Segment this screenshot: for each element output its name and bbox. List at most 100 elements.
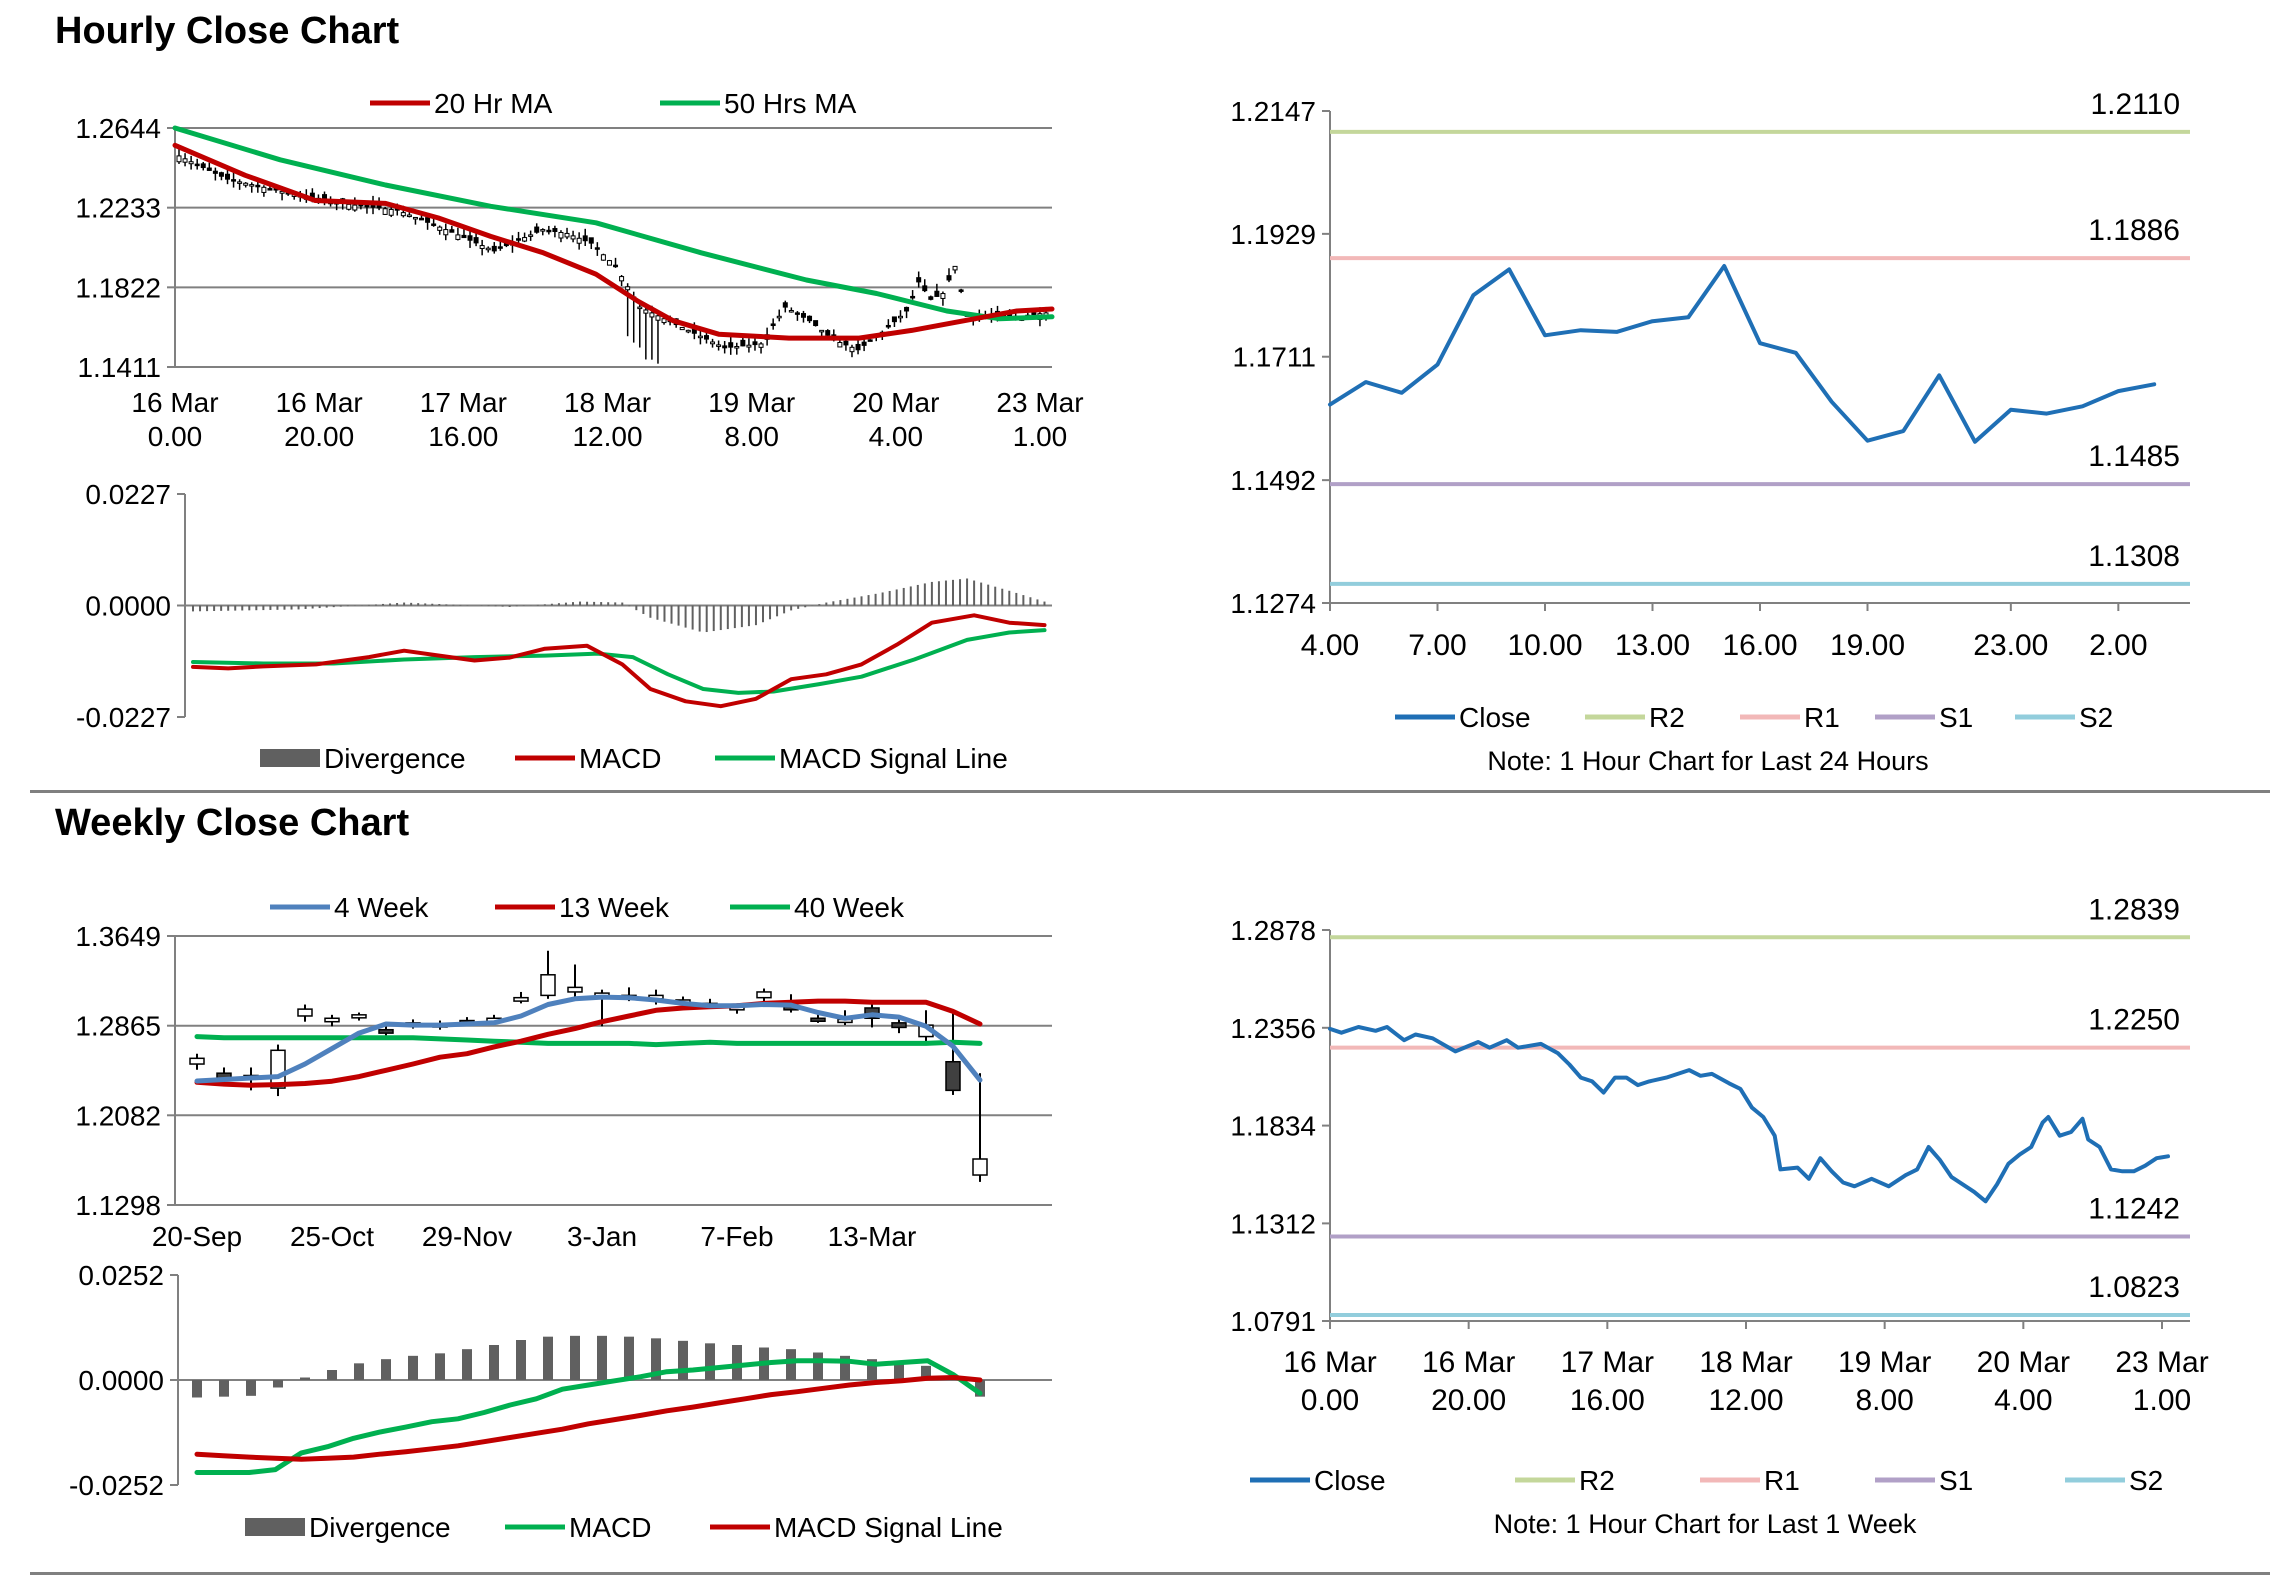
hourly-candle xyxy=(491,245,497,252)
hourly-candle xyxy=(897,315,903,319)
hourly-candle xyxy=(419,217,425,221)
hourly-candle xyxy=(928,296,934,300)
hourly-candle xyxy=(267,188,273,191)
hourly-candle xyxy=(576,237,582,244)
hourly-candle xyxy=(703,335,709,340)
hourly-candle xyxy=(570,235,576,240)
hourly-price-x-tick: 18 Mar 12.00 xyxy=(564,387,651,452)
weekly-divergence-bar xyxy=(408,1355,418,1380)
hourly-50hr-ma-line xyxy=(172,125,1055,322)
legend-hourly-24h-s2: S2 xyxy=(2079,702,2113,733)
hourly-candle xyxy=(582,235,588,242)
weekly-divergence-bar xyxy=(705,1343,715,1380)
hourly-candle xyxy=(655,315,661,321)
hourly-candle xyxy=(200,163,206,169)
hourly-24h-x-tick: 16.00 xyxy=(1722,629,1797,662)
hourly-candle xyxy=(746,344,752,348)
weekly-1w-x-tick: 23 Mar 1.00 xyxy=(2115,1346,2208,1417)
hourly-candle xyxy=(910,295,916,299)
hourly-candle xyxy=(740,339,746,347)
hourly-price-y-tick: 1.2233 xyxy=(75,193,161,224)
legend-4-week: 4 Week xyxy=(334,892,429,923)
legend-weekly-divergence-swatch xyxy=(245,1518,305,1536)
hourly-24h-x-tick: 7.00 xyxy=(1408,629,1466,662)
hourly-24h-y-tick: 1.1492 xyxy=(1230,465,1316,496)
hourly-candle xyxy=(176,155,182,163)
hourly-candle xyxy=(540,229,546,232)
weekly-1w-close-line xyxy=(1328,1025,2170,1204)
hourly-candle xyxy=(564,232,570,238)
hourly-candle xyxy=(412,216,418,220)
hourly-candle xyxy=(425,217,431,223)
weekly-1w-x-tick: 16 Mar 20.00 xyxy=(1422,1346,1515,1417)
legend-hourly-macd-signal: MACD Signal Line xyxy=(779,743,1008,774)
weekly-divergence-bar xyxy=(489,1345,499,1380)
hourly-candle xyxy=(231,179,237,182)
hourly-candle xyxy=(637,306,643,310)
weekly-divergence-bar xyxy=(516,1340,526,1380)
legend-weekly-1w-s1: S1 xyxy=(1939,1465,1973,1496)
legend-hourly-macd: MACD xyxy=(579,743,661,774)
weekly-1w-y-tick: 1.2878 xyxy=(1230,915,1316,946)
hourly-24h-level-label-r2: 1.2110 xyxy=(2090,88,2180,121)
hourly-price-x-tick: 23 Mar 1.00 xyxy=(996,387,1083,452)
weekly-macd-y-tick: -0.0252 xyxy=(69,1470,164,1501)
hourly-24h-x-tick: 4.00 xyxy=(1301,629,1359,662)
hourly-24h-y-tick: 1.1274 xyxy=(1230,588,1316,619)
hourly-candle xyxy=(728,342,734,348)
weekly-divergence-bar xyxy=(624,1336,634,1380)
legend-hourly-divergence-swatch xyxy=(260,749,320,767)
hourly-candle xyxy=(406,214,412,218)
weekly-divergence-bar xyxy=(570,1335,580,1380)
hourly-24h-y-tick: 1.1929 xyxy=(1230,219,1316,250)
hourly-candle xyxy=(522,237,528,242)
weekly-price-y-tick: 1.2865 xyxy=(75,1011,161,1042)
hourly-price-x-tick: 16 Mar 0.00 xyxy=(131,387,218,452)
hourly-candle xyxy=(861,341,867,346)
hourly-24h-x-tick: 10.00 xyxy=(1507,629,1582,662)
hourly-candle xyxy=(807,315,813,322)
hourly-24h-level-label-s1: 1.1485 xyxy=(2088,440,2180,473)
weekly-divergence-bar xyxy=(246,1380,256,1396)
hourly-candle xyxy=(794,312,800,315)
hourly-candle xyxy=(800,313,806,318)
legend-weekly-macd: MACD xyxy=(569,1512,651,1543)
hourly-candle xyxy=(237,181,243,184)
hourly-candle xyxy=(212,170,218,174)
legend-hourly-24h-close: Close xyxy=(1459,702,1531,733)
hourly-candle xyxy=(249,184,255,187)
weekly-divergence-bar xyxy=(300,1377,310,1380)
weekly-divergence-bar xyxy=(192,1380,202,1398)
hourly-candle xyxy=(388,208,394,216)
legend-13-week: 13 Week xyxy=(559,892,670,923)
weekly-4-week-line xyxy=(194,994,983,1084)
weekly-macd-line xyxy=(194,1358,983,1475)
legend-weekly-1w-r1: R1 xyxy=(1764,1465,1800,1496)
hourly-candle xyxy=(443,229,449,236)
weekly-macd-y-tick: 0.0000 xyxy=(78,1365,164,1396)
hourly-candle xyxy=(643,309,649,314)
legend-50hrs-ma: 50 Hrs MA xyxy=(724,88,857,119)
weekly-price-x-tick: 13-Mar xyxy=(828,1221,917,1252)
weekly-1w-y-tick: 1.1834 xyxy=(1230,1111,1316,1142)
hourly-24h-level-label-r1: 1.1886 xyxy=(2088,214,2180,247)
weekly-candle xyxy=(810,1017,826,1023)
hourly-candle xyxy=(843,340,849,346)
hourly-candle xyxy=(594,247,600,250)
hourly-candle xyxy=(279,190,285,194)
weekly-divergence-bar xyxy=(435,1353,445,1380)
hourly-candle xyxy=(218,172,224,177)
section-divider-top xyxy=(30,790,2270,793)
hourly-candle xyxy=(922,285,928,292)
weekly-1w-x-tick: 19 Mar 8.00 xyxy=(1838,1346,1931,1417)
hourly-24h-level-label-s2: 1.1308 xyxy=(2088,540,2180,573)
hourly-24h-x-tick: 2.00 xyxy=(2089,629,2147,662)
weekly-price-x-tick: 7-Feb xyxy=(700,1221,773,1252)
legend-40-week: 40 Week xyxy=(794,892,905,923)
weekly-candle xyxy=(567,986,583,993)
hourly-candle xyxy=(825,330,831,336)
hourly-candle xyxy=(194,163,200,167)
hourly-candle xyxy=(455,234,461,240)
hourly-candle xyxy=(649,312,655,318)
weekly-divergence-bar xyxy=(381,1359,391,1380)
